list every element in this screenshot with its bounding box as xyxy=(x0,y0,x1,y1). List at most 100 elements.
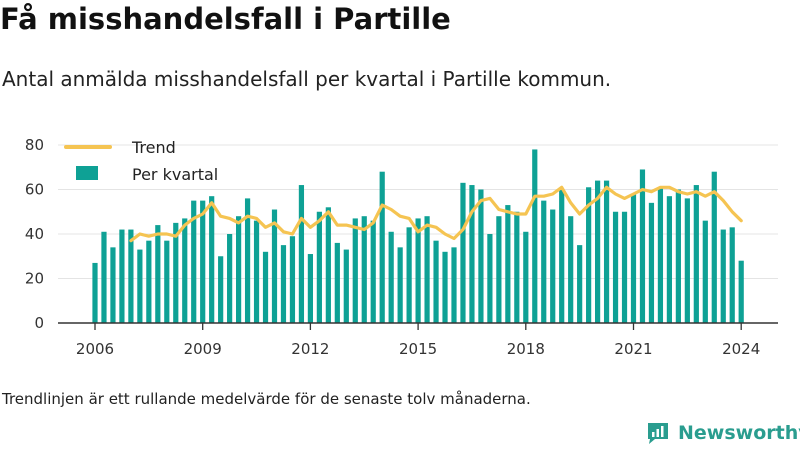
bar xyxy=(559,189,565,323)
y-tick-label: 0 xyxy=(34,314,44,332)
bar xyxy=(577,245,583,323)
bar xyxy=(693,185,699,323)
legend: Trend Per kvartal xyxy=(64,138,218,184)
bar xyxy=(406,227,412,323)
bar xyxy=(639,169,646,323)
bar xyxy=(307,254,313,323)
bar xyxy=(271,209,278,323)
bar xyxy=(738,260,744,323)
bar xyxy=(298,185,305,323)
newsworthy-brand[interactable]: Newsworthy xyxy=(645,420,800,446)
bar xyxy=(244,198,251,323)
x-tick-label: 2024 xyxy=(722,340,760,358)
bar xyxy=(218,256,224,323)
bar xyxy=(433,240,439,323)
legend-per-kvartal-swatch xyxy=(76,166,98,180)
bar xyxy=(702,220,708,323)
bar xyxy=(334,242,340,323)
bar xyxy=(675,189,681,323)
bar xyxy=(200,200,206,323)
chart-subtitle: Antal anmälda misshandelsfall per kvarta… xyxy=(2,67,612,91)
x-tick-label: 2021 xyxy=(614,340,652,358)
bar xyxy=(316,211,322,323)
bar xyxy=(227,234,233,323)
bar xyxy=(648,202,655,323)
trend-line-layer xyxy=(129,185,743,243)
bar xyxy=(523,231,529,323)
bar xyxy=(379,171,385,323)
bar xyxy=(253,220,260,323)
y-tick-label: 80 xyxy=(25,136,44,154)
bar xyxy=(146,240,152,323)
bar xyxy=(173,222,179,323)
bar xyxy=(262,251,269,323)
bar xyxy=(325,207,331,323)
trend-line xyxy=(129,185,743,243)
bar xyxy=(415,218,421,323)
bar xyxy=(478,189,484,323)
bar xyxy=(182,218,188,323)
bar xyxy=(128,229,134,323)
x-tick-label: 2009 xyxy=(184,340,222,358)
bar xyxy=(209,196,215,323)
x-tick-label: 2012 xyxy=(291,340,329,358)
bar xyxy=(137,249,143,323)
x-tick-label: 2015 xyxy=(399,340,437,358)
bar xyxy=(352,218,358,323)
bar xyxy=(236,216,242,323)
bar xyxy=(657,187,664,323)
bar xyxy=(532,149,538,323)
bar xyxy=(460,182,466,323)
x-tick-label: 2006 xyxy=(76,340,114,358)
bar xyxy=(289,236,296,323)
newsworthy-logo-icon xyxy=(648,423,668,444)
bar xyxy=(729,227,735,323)
bar xyxy=(442,251,448,323)
bar xyxy=(586,187,592,323)
brand-name: Newsworthy xyxy=(678,422,800,444)
bar xyxy=(568,216,574,323)
bar xyxy=(110,247,116,323)
y-tick-label: 60 xyxy=(25,181,44,199)
y-tick-label: 20 xyxy=(25,270,44,288)
footnote: Trendlinjen är ett rullande medelvärde f… xyxy=(2,390,531,408)
bar xyxy=(612,211,619,323)
legend-per-kvartal-label: Per kvartal xyxy=(132,165,218,184)
axes: 0 20 40 60 80 2006 2009 2012 2015 2018 2021 2024 xyxy=(25,136,778,358)
bar xyxy=(496,216,502,323)
bar xyxy=(541,200,547,323)
chart-title: Få misshandelsfall i Partille xyxy=(0,2,451,36)
bar xyxy=(684,198,690,323)
bar xyxy=(388,231,394,323)
bar xyxy=(361,216,367,323)
bar-line-chart: 0 20 40 60 80 2006 2009 2012 2015 2018 2021 2024 Tr… xyxy=(25,136,778,358)
bars xyxy=(92,149,744,323)
bar xyxy=(469,185,475,323)
bar xyxy=(720,229,726,323)
bar xyxy=(424,216,430,323)
bar xyxy=(164,240,170,323)
bar xyxy=(155,225,161,323)
bar xyxy=(101,231,107,323)
bar xyxy=(630,193,637,323)
bar xyxy=(711,171,717,323)
legend-trend-label: Trend xyxy=(131,138,176,157)
bar xyxy=(280,245,287,323)
x-tick-label: 2018 xyxy=(507,340,545,358)
bar xyxy=(92,262,98,323)
bar xyxy=(370,220,376,323)
bar xyxy=(191,200,197,323)
bar xyxy=(505,205,511,323)
bar xyxy=(621,211,628,323)
bar xyxy=(603,180,610,323)
bar xyxy=(550,209,556,323)
y-tick-label: 40 xyxy=(25,225,44,243)
bar xyxy=(119,229,125,323)
bar xyxy=(514,211,520,323)
bar xyxy=(666,196,672,323)
bar xyxy=(595,180,601,323)
bar xyxy=(343,249,349,323)
bar xyxy=(451,247,457,323)
bar xyxy=(487,234,493,323)
bar xyxy=(397,247,403,323)
